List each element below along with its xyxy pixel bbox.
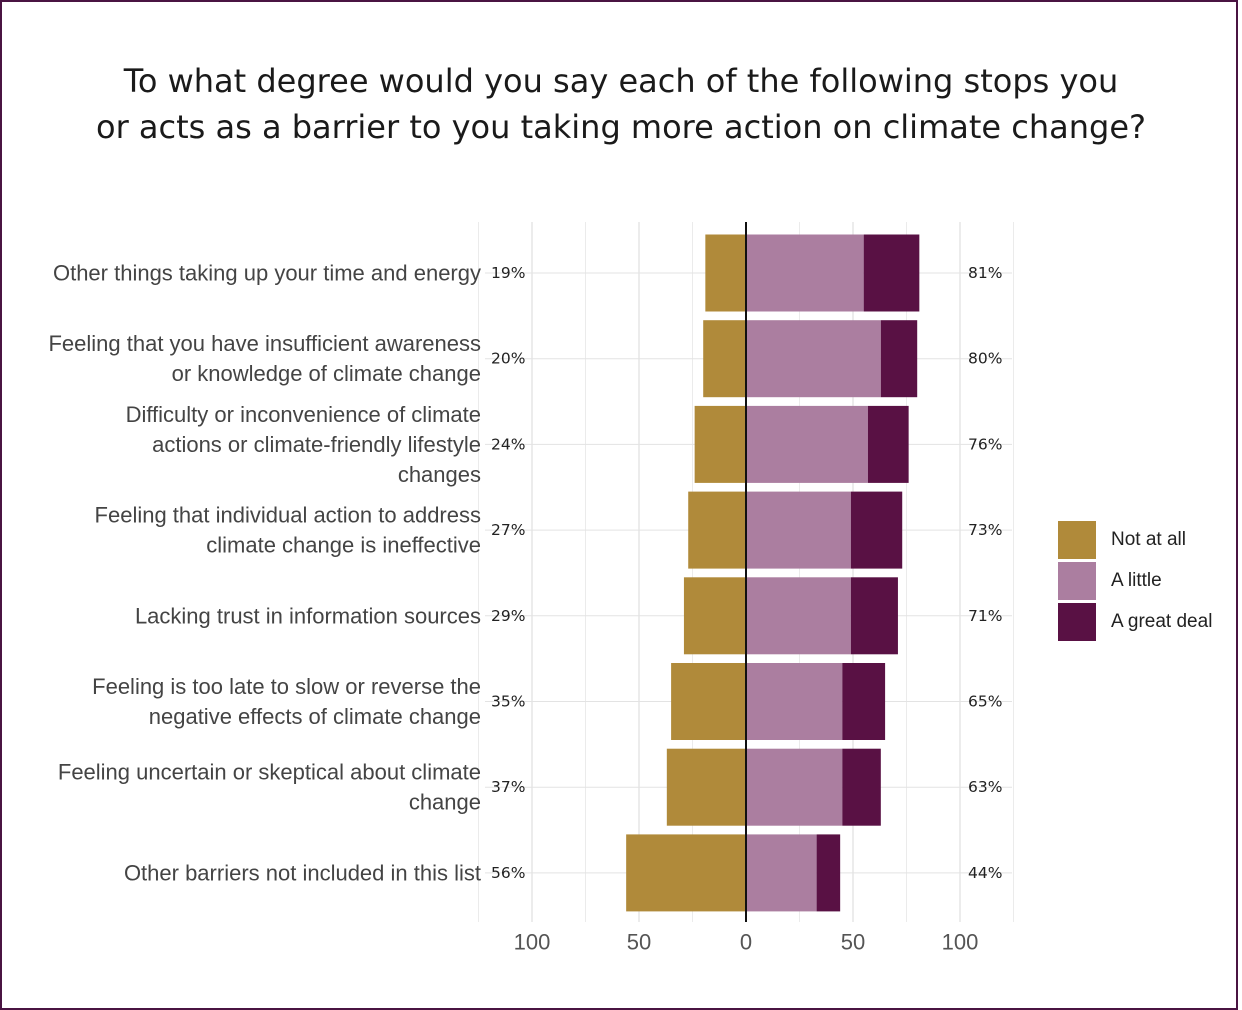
right-percent-label: 81% [968,264,1002,282]
x-tick-label: 0 [740,930,752,955]
bar-not-at-all [626,834,746,912]
legend-item-not-at-all: Not at all [1058,519,1212,560]
bar-not-at-all [683,577,746,655]
bar-a-little [746,320,881,398]
right-percent-label: 76% [968,435,1002,453]
right-percent-label: 73% [968,521,1002,539]
right-percent-label: 44% [968,864,1002,882]
legend-swatch-a-great-deal [1058,602,1096,641]
bar-a-little [746,748,843,826]
bar-a-great-deal [863,234,920,312]
category-label: Feeling that individual action to addres… [95,503,481,528]
bar-a-great-deal [880,320,918,398]
x-tick-label: 50 [841,930,865,955]
legend-swatch-a-little [1058,561,1096,600]
bar-a-little [746,577,851,655]
left-percent-label: 24% [491,435,525,453]
bar-a-little [746,491,851,569]
category-label: actions or climate-friendly lifestyle [152,432,481,457]
bar-a-little [746,234,864,312]
chart-title-line-1: To what degree would you say each of the… [123,62,1119,100]
left-percent-label: 37% [491,778,525,796]
category-label: changes [398,462,481,487]
category-label: or knowledge of climate change [172,361,481,386]
bar-not-at-all [703,320,746,398]
x-tick-label: 50 [627,930,651,955]
category-label: change [409,790,481,815]
category-label: Feeling uncertain or skeptical about cli… [58,760,481,785]
left-percent-label: 19% [491,264,525,282]
legend-label-not-at-all: Not at all [1111,528,1186,550]
legend-label-a-little: A little [1111,569,1162,591]
left-percent-label: 29% [491,607,525,625]
chart-title-line-2: or acts as a barrier to you taking more … [96,108,1146,146]
bar-not-at-all [688,491,746,569]
category-label: Lacking trust in information sources [135,603,481,628]
legend-swatch-not-at-all [1058,520,1096,559]
bar-a-great-deal [850,491,903,569]
bar-a-great-deal [842,663,886,740]
bar-not-at-all [671,663,746,740]
bar-a-little [746,405,868,483]
category-label: negative effects of climate change [149,704,481,729]
x-tick-label: 100 [942,930,979,955]
left-percent-label: 35% [491,693,525,711]
bar-a-great-deal [842,748,881,826]
category-label: Feeling that you have insufficient aware… [48,331,481,356]
bar-not-at-all [666,748,746,826]
legend-label-a-great-deal: A great deal [1111,610,1213,632]
bar-a-great-deal [816,834,841,912]
chart-title: To what degree would you say each of the… [0,58,1242,150]
right-percent-label: 63% [968,778,1002,796]
category-label: Other things taking up your time and ene… [53,261,481,286]
left-percent-label: 20% [491,350,525,368]
bar-not-at-all [694,405,746,483]
bar-a-little [746,834,817,912]
left-percent-label: 27% [491,521,525,539]
bar-not-at-all [705,234,746,312]
category-label: Difficulty or inconvenience of climate [126,402,481,427]
left-percent-label: 56% [491,864,525,882]
x-tick-label: 100 [514,930,551,955]
bar-a-great-deal [850,577,898,655]
category-label: climate change is ineffective [206,533,481,558]
category-label: Other barriers not included in this list [124,860,481,885]
category-label: Feeling is too late to slow or reverse t… [92,674,481,699]
bar-a-great-deal [867,405,909,483]
right-percent-label: 65% [968,693,1002,711]
legend-item-a-little: A little [1058,560,1212,601]
bar-a-little [746,663,843,740]
chart-legend: Not at all A little A great deal [1058,519,1212,642]
right-percent-label: 71% [968,607,1002,625]
right-percent-label: 80% [968,350,1002,368]
legend-item-a-great-deal: A great deal [1058,601,1212,642]
